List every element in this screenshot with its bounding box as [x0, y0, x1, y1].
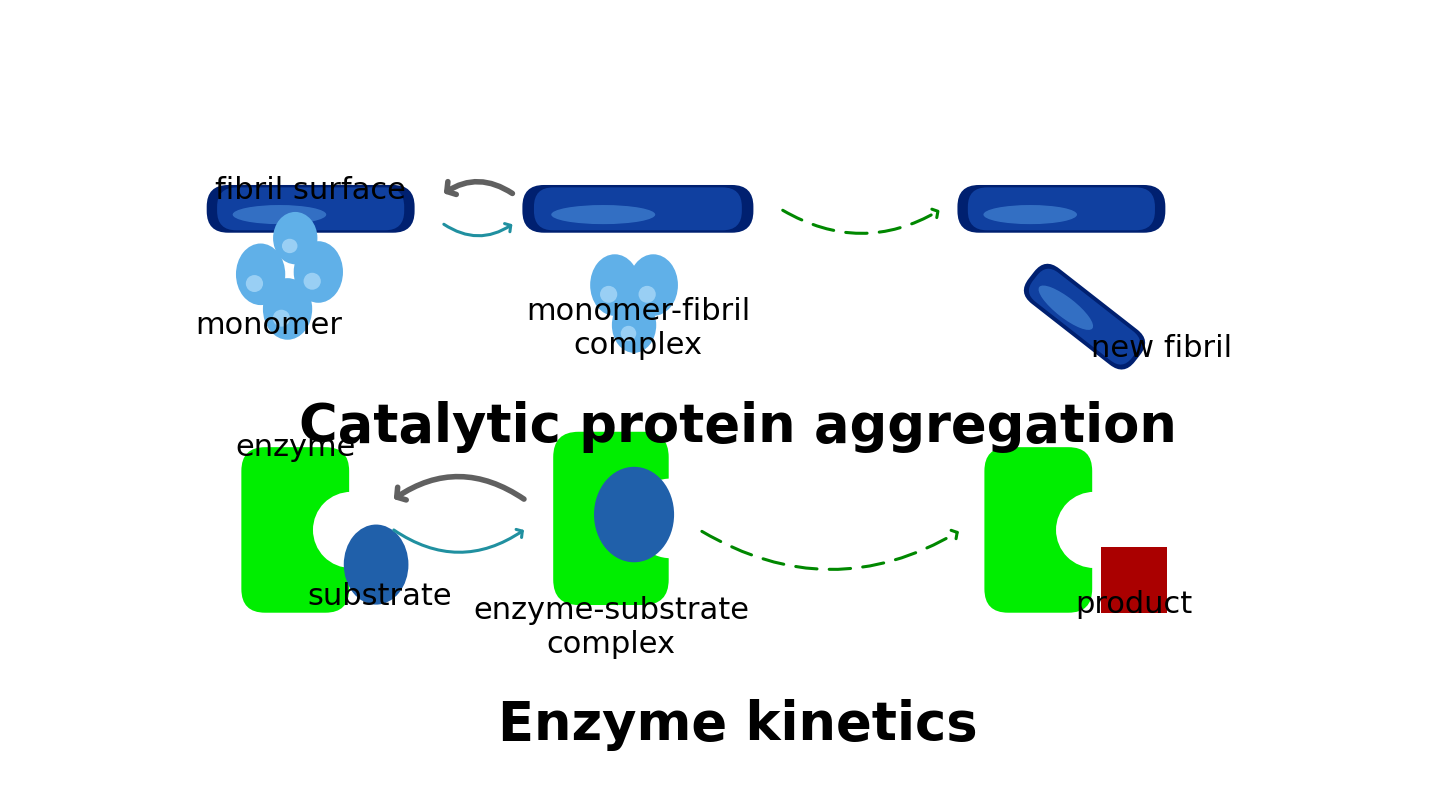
- Ellipse shape: [612, 297, 657, 353]
- Circle shape: [1056, 492, 1132, 568]
- Ellipse shape: [264, 278, 312, 339]
- Ellipse shape: [595, 467, 674, 562]
- Ellipse shape: [984, 205, 1077, 224]
- FancyBboxPatch shape: [207, 185, 415, 232]
- Ellipse shape: [621, 326, 636, 341]
- Ellipse shape: [246, 275, 264, 292]
- Text: Enzyme kinetics: Enzyme kinetics: [498, 699, 978, 752]
- FancyBboxPatch shape: [968, 187, 1155, 230]
- Text: substrate: substrate: [308, 582, 452, 611]
- Ellipse shape: [590, 254, 639, 316]
- FancyBboxPatch shape: [242, 447, 348, 612]
- Bar: [1102, 548, 1166, 612]
- Ellipse shape: [344, 525, 409, 604]
- Circle shape: [631, 479, 710, 558]
- Text: fibril surface: fibril surface: [215, 176, 406, 205]
- Ellipse shape: [304, 273, 321, 290]
- FancyBboxPatch shape: [1024, 264, 1145, 369]
- Text: new fibril: new fibril: [1092, 334, 1233, 363]
- FancyBboxPatch shape: [1030, 269, 1140, 364]
- Text: enzyme: enzyme: [235, 433, 356, 463]
- Ellipse shape: [274, 212, 317, 264]
- FancyBboxPatch shape: [534, 187, 742, 230]
- FancyBboxPatch shape: [985, 447, 1092, 612]
- Ellipse shape: [1038, 286, 1093, 330]
- FancyBboxPatch shape: [958, 185, 1165, 232]
- Ellipse shape: [233, 205, 327, 224]
- Circle shape: [312, 492, 389, 568]
- Ellipse shape: [294, 241, 343, 303]
- Text: product: product: [1076, 590, 1192, 619]
- Text: enzyme-substrate
complex: enzyme-substrate complex: [472, 596, 749, 659]
- FancyBboxPatch shape: [553, 432, 668, 605]
- Ellipse shape: [272, 309, 289, 326]
- Ellipse shape: [600, 286, 618, 303]
- Ellipse shape: [236, 244, 285, 305]
- Ellipse shape: [282, 239, 298, 254]
- FancyBboxPatch shape: [217, 187, 405, 230]
- Text: monomer: monomer: [194, 311, 341, 339]
- Text: Catalytic protein aggregation: Catalytic protein aggregation: [300, 401, 1176, 454]
- Ellipse shape: [629, 254, 678, 316]
- Ellipse shape: [638, 286, 655, 303]
- Text: monomer-fibril
complex: monomer-fibril complex: [526, 297, 750, 360]
- Ellipse shape: [552, 205, 655, 224]
- FancyBboxPatch shape: [523, 185, 753, 232]
